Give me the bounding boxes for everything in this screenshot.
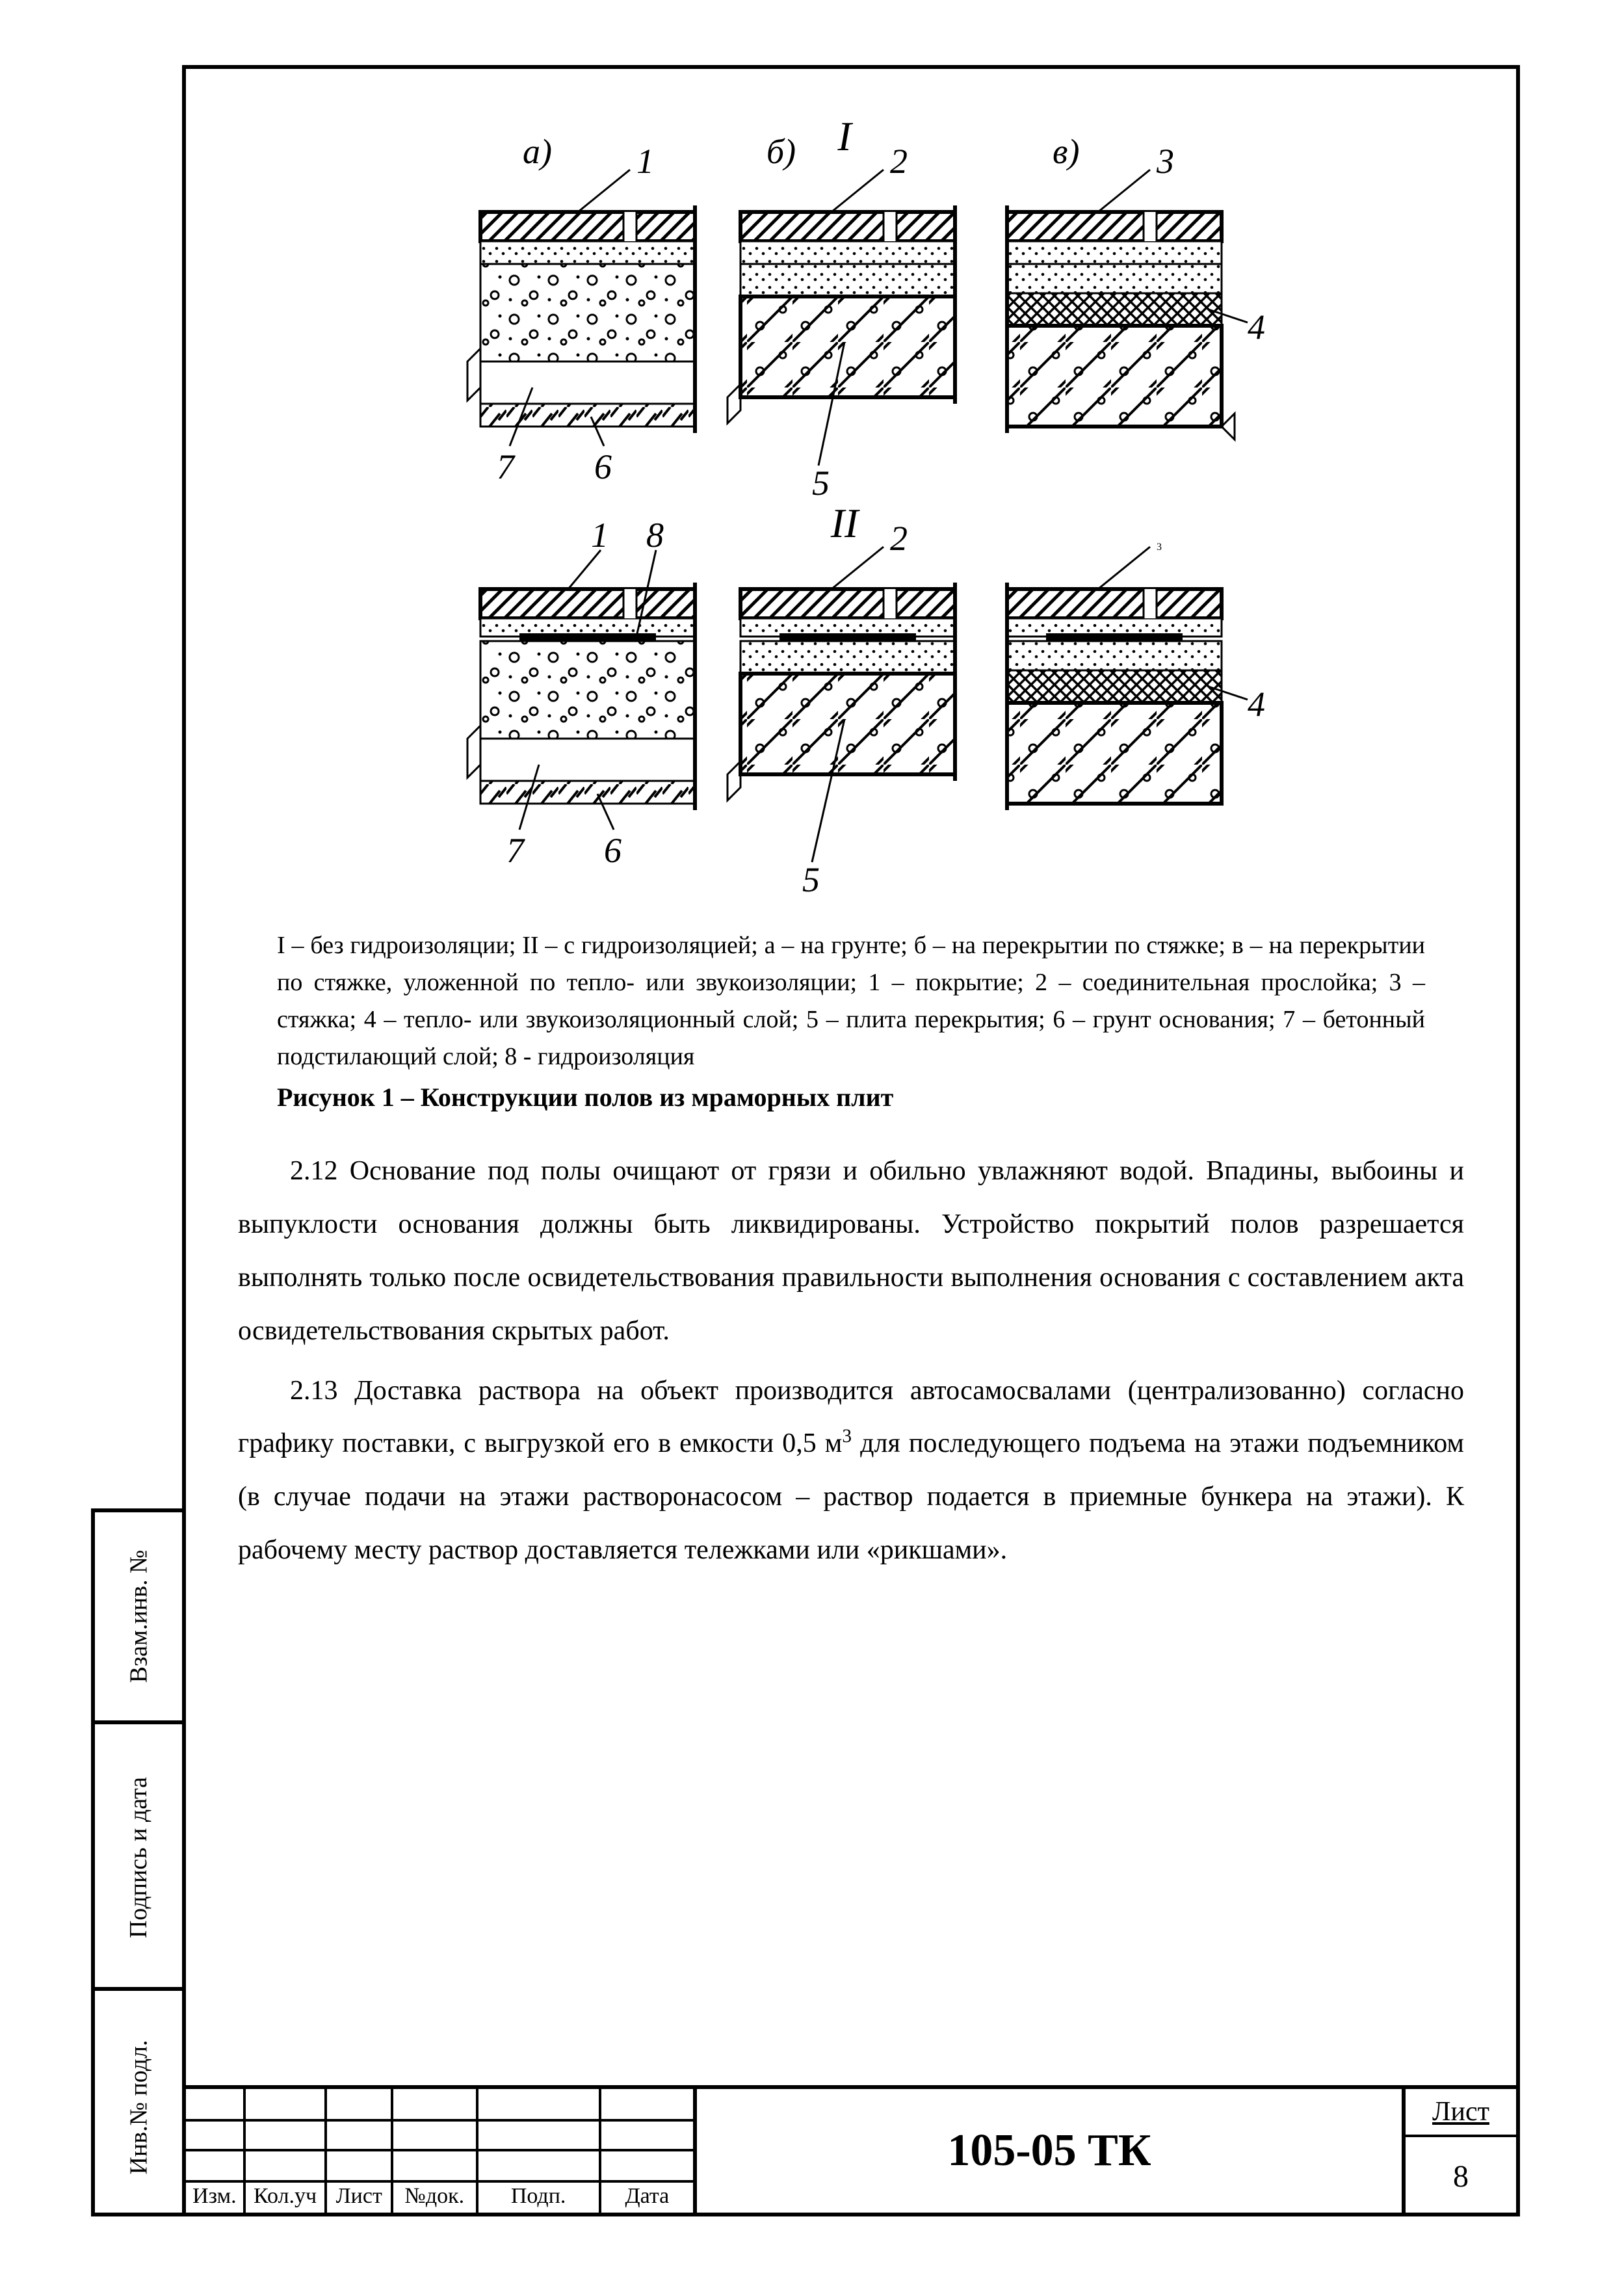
title-block: Изм. Кол.уч Лист №док. Подп. Дата 105-05…: [186, 2085, 1516, 2213]
hdr-list: Лист: [327, 2180, 393, 2213]
callout-2-I: 2: [890, 142, 908, 181]
callout-2-II: 2: [890, 519, 908, 558]
binder-label-2: Подпись и дата: [124, 1777, 153, 1938]
callout-8-II: 8: [646, 516, 664, 555]
callout-5-II: 5: [802, 860, 820, 899]
hdr-izm: Изм.: [186, 2180, 246, 2213]
p213-sup: 3: [842, 1426, 852, 1447]
drawing-frame: I II а) б) в) 1 7 6 2 5 3 4 1 8 7 6 2 5: [182, 65, 1520, 2216]
hdr-koluch: Кол.уч: [246, 2180, 328, 2213]
doc-code: 105-05 ТК: [693, 2089, 1406, 2213]
callout-3-I: 3: [1156, 142, 1174, 181]
content-area: I II а) б) в) 1 7 6 2 5 3 4 1 8 7 6 2 5: [186, 69, 1516, 2089]
sheet-label: Лист: [1406, 2089, 1516, 2137]
binder-cell-2: Подпись и дата: [95, 1720, 182, 1991]
section-IIv: [1007, 583, 1222, 810]
hdr-data: Дата: [601, 2180, 693, 2213]
paragraph-2-13: 2.13 Доставка раствора на объект произво…: [238, 1365, 1464, 1578]
sheet-box: Лист 8: [1402, 2089, 1516, 2213]
callout-3-II: 3: [1157, 542, 1162, 553]
section-IIa: [467, 583, 695, 810]
paragraph-2-12: 2.12 Основание под полы очищают от грязи…: [238, 1145, 1464, 1358]
revision-table: Изм. Кол.уч Лист №док. Подп. Дата: [186, 2089, 697, 2213]
binder-strip: Взам.инв. № Подпись и дата Инв.№ подл.: [91, 1508, 182, 2216]
section-Ib: [727, 205, 955, 423]
page: Взам.инв. № Подпись и дата Инв.№ подл. I…: [0, 0, 1624, 2288]
callout-1-I: 1: [636, 142, 654, 181]
figure-legend: I – без гидроизоляции; II – с гидроизоля…: [238, 927, 1464, 1075]
callout-5-I: 5: [812, 464, 830, 503]
figure-svg: I II а) б) в) 1 7 6 2 5 3 4 1 8 7 6 2 5: [428, 114, 1274, 908]
hdr-podp: Подп.: [478, 2180, 601, 2213]
sheet-number: 8: [1406, 2137, 1516, 2215]
variant-b-I: б): [766, 132, 796, 171]
binder-cell-3: Инв.№ подл.: [95, 1987, 182, 2224]
binder-label-3: Инв.№ подл.: [124, 2040, 153, 2174]
callout-7-I: 7: [497, 447, 516, 486]
variant-v-I: в): [1053, 132, 1079, 171]
callout-4-I: 4: [1248, 308, 1265, 347]
binder-cell-1: Взам.инв. №: [95, 1512, 182, 1720]
binder-label-1: Взам.инв. №: [124, 1550, 153, 1683]
callout-6-II: 6: [604, 831, 622, 870]
section-IIb: [727, 583, 955, 800]
callout-6-I: 6: [594, 447, 612, 486]
group-label-I: I: [837, 114, 853, 159]
hdr-ndok: №док.: [393, 2180, 478, 2213]
callout-4-II: 4: [1248, 685, 1265, 724]
figure-1: I II а) б) в) 1 7 6 2 5 3 4 1 8 7 6 2 5: [428, 114, 1274, 908]
callout-1-II: 1: [591, 516, 609, 555]
callout-7-II: 7: [506, 831, 525, 870]
section-Iv: [1007, 205, 1235, 440]
figure-title: Рисунок 1 – Конструкции полов из мраморн…: [238, 1082, 1464, 1112]
group-label-II: II: [830, 500, 860, 546]
section-Ia: [467, 205, 695, 433]
variant-a-I: а): [523, 132, 552, 171]
